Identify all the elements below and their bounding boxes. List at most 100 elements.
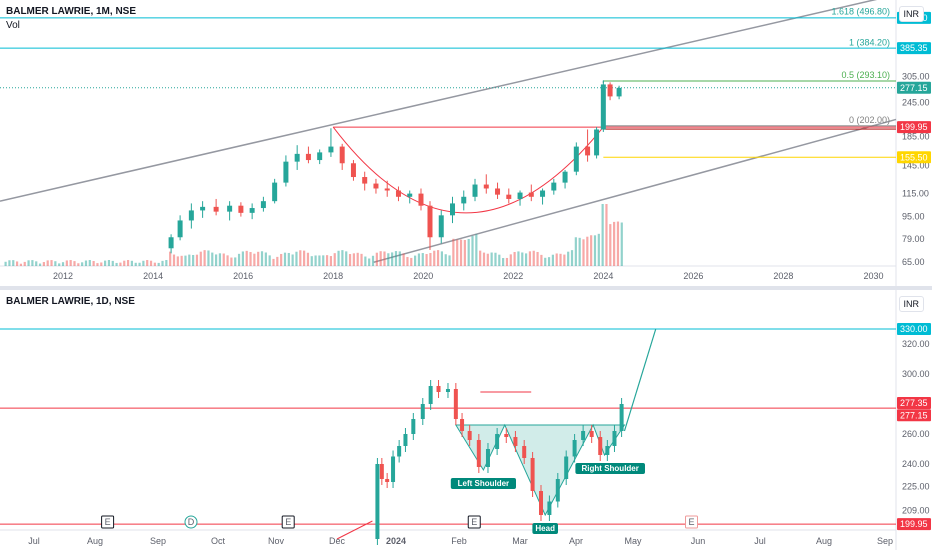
price-tag-label: 277.15 (900, 83, 928, 93)
volume-bar (50, 260, 53, 266)
volume-bar (364, 256, 367, 266)
price-candle (227, 205, 233, 212)
price-candle (495, 188, 501, 195)
volume-bar (425, 254, 428, 266)
volume-bar (502, 258, 505, 266)
earnings-marker (281, 515, 295, 529)
volume-bar (73, 261, 76, 266)
price-candle (188, 210, 194, 221)
volume-bar (524, 253, 528, 266)
price-candle (272, 182, 278, 202)
volume-bar (249, 252, 252, 266)
volume-indicator-label[interactable]: Vol (6, 20, 20, 31)
monthly-chart-pane[interactable]: 1.618 (496.80) 1 (384.20) 0.5 (293.10) 0 (2… (0, 0, 932, 286)
price-tag (897, 323, 931, 335)
volume-bar (176, 256, 179, 266)
volume-bar (616, 221, 620, 266)
x-tick-label: 2020 (413, 271, 433, 281)
volume-bar (570, 250, 574, 266)
volume-bar (521, 252, 524, 266)
target-projection-line (623, 328, 657, 432)
volume-bar (107, 260, 111, 266)
volume-bar (559, 253, 562, 266)
currency-button-top[interactable]: INR (898, 6, 924, 22)
volume-bar (322, 255, 325, 266)
volume-bar (333, 253, 336, 266)
price-candle (168, 237, 174, 249)
y-tick-label: 240.00 (902, 459, 930, 469)
volume-bar (486, 253, 489, 266)
volume-bar (192, 254, 195, 266)
fib-label-2: 0.5 (293.10) (841, 70, 890, 80)
daily-candle (403, 434, 408, 446)
volume-bar (517, 251, 520, 266)
price-tag-label: 277.15 (900, 410, 928, 420)
price-candle (339, 146, 345, 164)
daily-candle (411, 419, 416, 434)
price-candle (294, 153, 300, 162)
volume-bar (494, 252, 497, 266)
fib-label-1: 1 (384.20) (849, 38, 890, 48)
price-candle (200, 206, 206, 211)
volume-bar (551, 254, 554, 266)
volume-bar (104, 260, 107, 266)
daily-candle (385, 479, 390, 482)
x-tick-label: 2028 (773, 271, 793, 281)
volume-bar (394, 251, 398, 266)
volume-bar (88, 260, 91, 266)
volume-bar (169, 251, 172, 266)
price-candle (461, 196, 467, 204)
volume-bar (146, 260, 149, 266)
currency-button-bottom[interactable]: INR (898, 296, 924, 312)
price-candle (616, 87, 622, 97)
volume-bar (433, 250, 436, 266)
volume-bar (260, 251, 264, 266)
daily-candle (375, 464, 380, 539)
price-candle (540, 190, 546, 197)
volume-bar (42, 262, 45, 266)
event-letter: E (471, 517, 477, 527)
x-tick-label: Feb (451, 536, 467, 546)
volume-bar (352, 253, 355, 266)
daily-candle (420, 404, 425, 419)
dividend-marker (184, 515, 198, 529)
monthly-chart-title: BALMER LAWRIE, 1M, NSE (6, 6, 137, 17)
price-candle (350, 163, 356, 178)
volume-bar (429, 252, 432, 266)
y-tick-label: 79.00 (902, 234, 925, 244)
volume-bar (444, 254, 447, 266)
volume-bar (195, 254, 199, 266)
volume-bar (402, 253, 405, 266)
volume-bar (448, 255, 451, 266)
price-candle (384, 188, 390, 191)
volume-bar (414, 255, 417, 266)
volume-bar (264, 252, 267, 266)
volume-bar (81, 262, 84, 266)
daily-candle (495, 434, 500, 449)
price-candle (317, 152, 323, 161)
x-tick-label: Jul (28, 536, 40, 546)
volume-bar (471, 235, 474, 266)
x-tick-label: 2024 (593, 271, 613, 281)
volume-bar (513, 251, 516, 266)
pane-divider[interactable] (0, 286, 932, 290)
daily-chart-pane[interactable]: Left Shoulder Head Right Shoulder E D E E E 209.… (0, 290, 932, 550)
volume-bar (325, 255, 329, 266)
volume-bar (241, 251, 244, 266)
daily-candle (605, 446, 610, 455)
event-letter: E (688, 517, 694, 527)
volume-bar (84, 260, 88, 266)
volume-bar (172, 254, 176, 266)
volume-bar (574, 237, 577, 266)
volume-bar (590, 235, 593, 266)
daily-candle (589, 431, 594, 437)
volume-bar (360, 253, 363, 266)
volume-bar (314, 255, 317, 266)
volume-bar (12, 260, 15, 266)
price-tag (897, 151, 931, 164)
price-candle (600, 84, 606, 130)
y-tick-label: 65.00 (902, 257, 925, 267)
volume-bar (482, 252, 486, 266)
price-candle (472, 184, 478, 197)
y-tick-label: 145.00 (902, 161, 930, 171)
